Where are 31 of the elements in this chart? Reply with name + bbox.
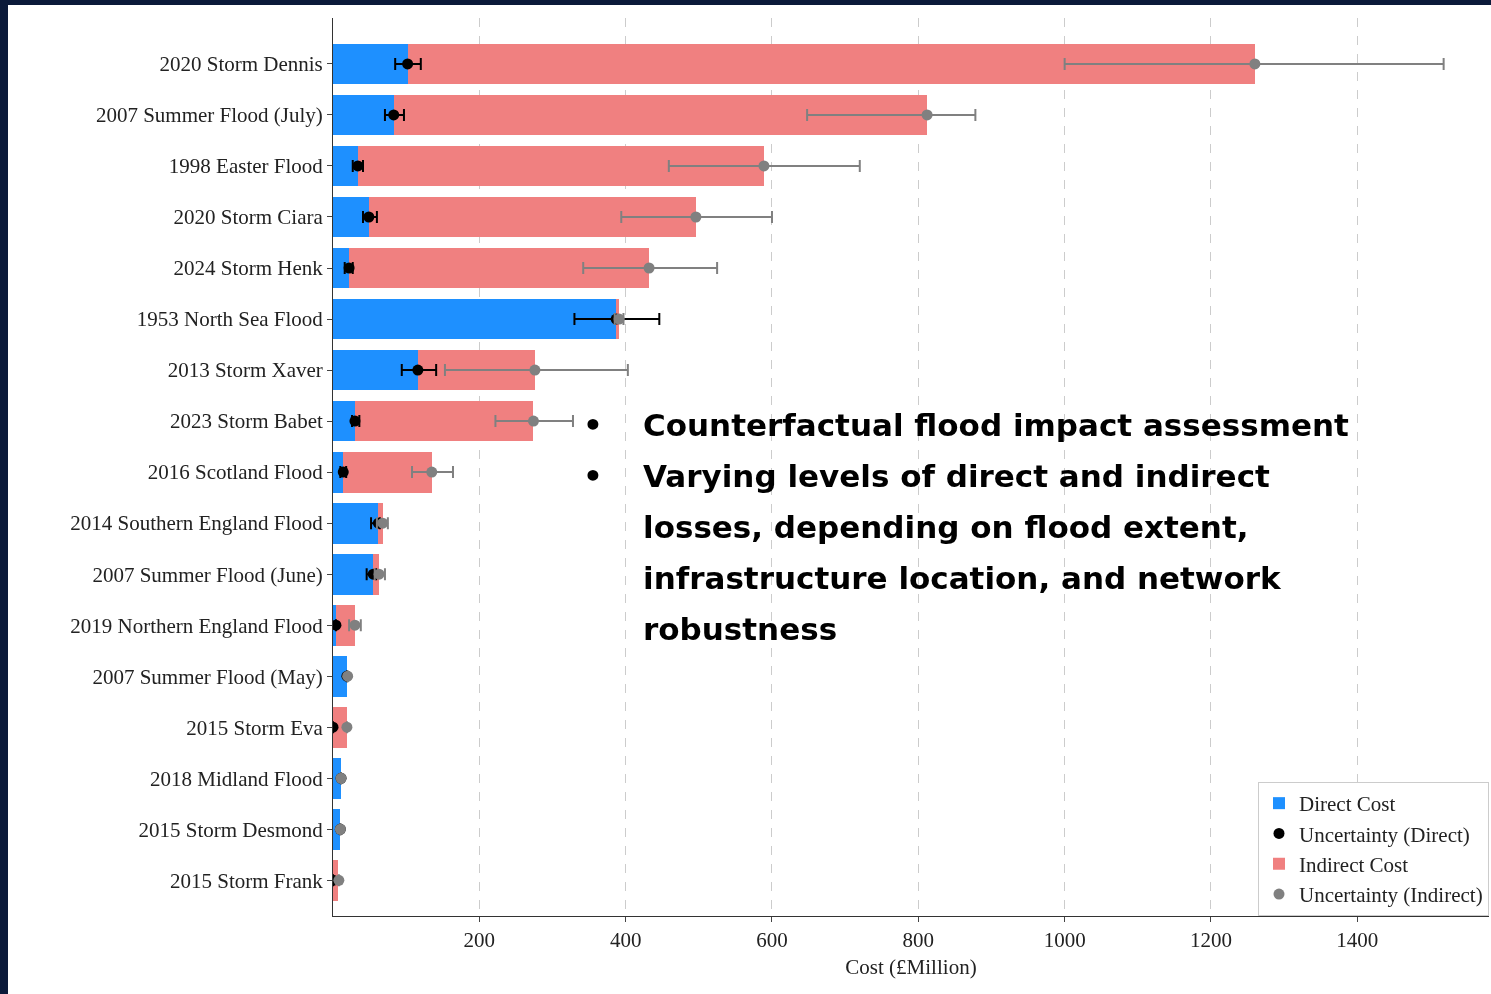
text: • Counterfactual flood impact assessment [583, 407, 1349, 443]
legend-label: Direct Cost [1299, 792, 1396, 817]
y-tick-label: 2015 Storm Eva [186, 715, 324, 740]
y-tick-label: 2018 Midland Flood [150, 766, 324, 791]
y-tick-label: 2016 Scotland Flood [147, 460, 324, 485]
y-tick-label: 1998 Easter Flood [168, 154, 324, 179]
y-tick-label: 2015 Storm Frank [169, 868, 324, 893]
y-tick-label: 2024 Storm Henk [173, 256, 324, 281]
y-tick-label: 2007 Summer Flood (May) [92, 664, 323, 689]
x-tick-label: 400 [609, 928, 642, 953]
x-axis-title: Cost (£Million) [845, 955, 977, 980]
y-tick-label: 2020 Storm Ciara [173, 205, 324, 230]
y-tick-label: 2015 Storm Desmond [138, 817, 324, 842]
legend-label: Indirect Cost [1299, 852, 1409, 877]
y-tick-label: 2020 Storm Dennis [159, 52, 323, 77]
x-tick-label: 600 [756, 928, 788, 953]
x-tick-label: 1000 [1043, 928, 1086, 953]
y-tick-label: 2023 Storm Babet [169, 409, 323, 434]
y-tick-label: 2019 Northern England Flood [70, 613, 324, 638]
text: • Varying levels of direct and indirect losses, depending on flood extent, infrastructure location, and network robustness [583, 458, 1281, 647]
x-tick-label: 1200 [1189, 928, 1232, 953]
y-tick-label: 2007 Summer Flood (June) [92, 562, 323, 587]
legend-label: Uncertainty (Indirect) [1299, 883, 1483, 908]
y-tick-label: 1953 North Sea Flood [136, 307, 324, 332]
y-tick-label: 2013 Storm Xaver [167, 358, 323, 383]
x-tick-label: 1400 [1336, 928, 1379, 953]
x-tick-label: 800 [902, 928, 935, 953]
y-tick-label: 2007 Summer Flood (July) [95, 103, 323, 128]
legend-label: Uncertainty (Direct) [1299, 822, 1470, 847]
y-tick-label: 2014 Southern England Flood [70, 511, 324, 536]
x-tick-label: 200 [463, 928, 496, 953]
